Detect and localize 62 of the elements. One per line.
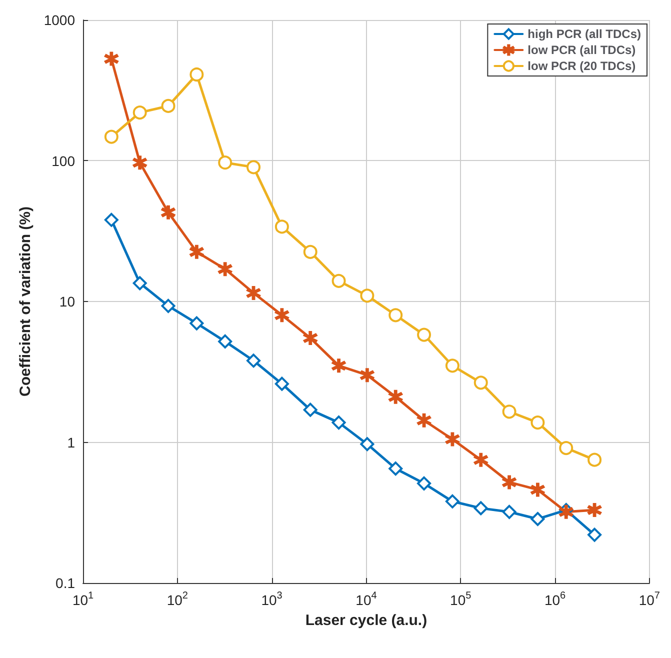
legend-label: low PCR (all TDCs): [528, 43, 636, 57]
point: [445, 432, 460, 446]
point: [588, 503, 602, 518]
point: [445, 358, 460, 373]
point: [132, 276, 147, 290]
point: [360, 437, 374, 452]
point: [530, 512, 545, 526]
x-axis-title: Laser cycle (a.u.): [305, 612, 428, 629]
legend-label: high PCR (all TDCs): [528, 27, 642, 41]
point: [303, 402, 318, 417]
point: [132, 156, 147, 170]
point: [588, 452, 602, 467]
y-axis-title: Coefficient of variation (%): [16, 206, 34, 397]
point: [132, 106, 147, 120]
point: [502, 504, 516, 519]
point: [530, 482, 545, 497]
point: [360, 368, 374, 382]
y-tick-label: 1000: [44, 12, 76, 28]
point: [104, 212, 118, 227]
point: [218, 262, 232, 276]
point: [417, 328, 432, 342]
point: [274, 308, 289, 322]
point: [474, 376, 488, 390]
point: [502, 475, 516, 490]
point: [474, 452, 488, 467]
point: [332, 274, 346, 288]
point: [445, 494, 460, 508]
point: [246, 160, 261, 174]
y-tick-label: 1: [67, 434, 76, 450]
point: [274, 220, 289, 234]
point: [274, 376, 289, 391]
point: [417, 476, 432, 490]
point: [332, 358, 346, 373]
legend-label: low PCR (20 TDCs): [528, 59, 636, 73]
point: [161, 98, 176, 113]
point: [218, 334, 232, 348]
y-tick-label: 100: [52, 152, 76, 169]
point: [303, 331, 318, 346]
point: [388, 308, 403, 322]
point: [104, 130, 118, 144]
y-tick-label: 10: [59, 294, 76, 310]
point: [388, 390, 403, 404]
point: [388, 462, 403, 476]
point: [190, 316, 204, 330]
point: [559, 441, 574, 456]
point: [474, 501, 488, 516]
point: [161, 298, 176, 313]
point: [246, 286, 261, 300]
point: [190, 68, 204, 82]
point: [104, 52, 118, 66]
point: [332, 416, 346, 430]
point: [303, 244, 318, 259]
point: [417, 413, 432, 428]
point: [502, 404, 516, 419]
point: [190, 244, 204, 259]
point: [246, 354, 261, 368]
point: [588, 528, 602, 542]
point: [530, 416, 545, 430]
y-tick-label: 0.1: [56, 575, 76, 591]
point: [218, 156, 232, 170]
point: [360, 288, 374, 303]
point: [161, 205, 176, 220]
